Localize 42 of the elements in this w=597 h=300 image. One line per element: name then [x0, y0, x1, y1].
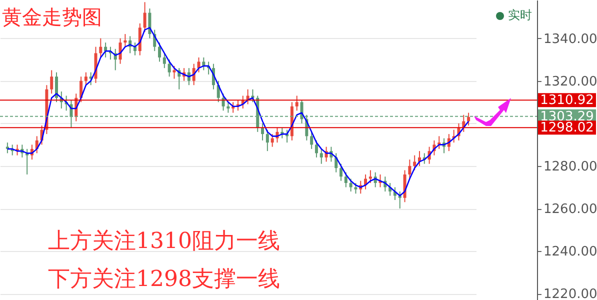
candlestick	[270, 134, 274, 148]
y-tick-label: 1340.00	[544, 32, 597, 47]
candlestick	[320, 148, 323, 164]
candlestick	[133, 42, 136, 56]
candlestick	[197, 56, 200, 73]
annotation: 下方关注1298支撑一线	[48, 266, 280, 294]
candlestick	[349, 178, 352, 192]
candlestick	[354, 182, 358, 194]
y-tick-label: 1240.00	[544, 244, 597, 260]
candlestick	[143, 2, 146, 32]
candlestick	[266, 129, 269, 152]
candlestick	[50, 70, 54, 94]
candlestick	[467, 112, 470, 126]
candlestick	[168, 59, 171, 78]
candlestick	[251, 88, 254, 103]
y-tick-label: 1260.00	[544, 202, 597, 218]
candlestick	[158, 42, 162, 62]
candlestick	[295, 95, 298, 112]
y-tick-label: 1280.00	[544, 159, 597, 174]
candlestick	[413, 154, 416, 171]
candlestick	[55, 72, 58, 103]
candlestick	[202, 56, 206, 71]
text: 实时	[507, 7, 532, 24]
y-tick-label: 1220.00	[544, 287, 597, 300]
candlestick	[310, 131, 314, 150]
candlestick	[408, 159, 412, 180]
candlestick	[172, 65, 176, 80]
candlestick	[124, 34, 127, 48]
candlestick	[84, 72, 88, 86]
y-tick-label: 1320.00	[544, 74, 597, 90]
candlestick	[368, 170, 372, 184]
chart-title: 黄金走势图	[2, 4, 102, 31]
candlestick	[398, 190, 402, 210]
candlestick	[226, 102, 230, 114]
candlestick	[340, 163, 343, 182]
annotation: 上方关注1310阻力一线	[48, 228, 280, 256]
candlestick	[314, 140, 318, 158]
candlestick	[162, 52, 166, 69]
candlestick	[344, 172, 348, 188]
candlestick	[99, 38, 102, 58]
ref-line-label: 1310.92	[540, 93, 594, 108]
candlestick	[261, 122, 264, 141]
